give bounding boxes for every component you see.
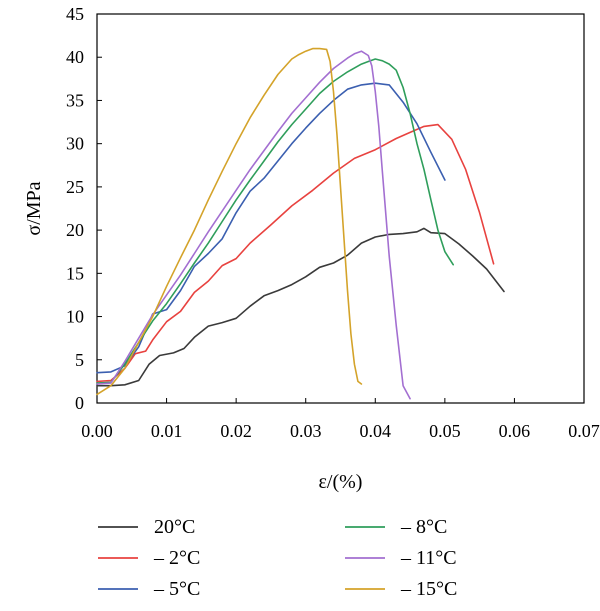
y-tick-label: 20 (66, 220, 84, 240)
series-line-3 (96, 58, 454, 384)
y-tick-label: 45 (66, 4, 84, 24)
series-line-1 (96, 123, 495, 383)
y-axis-label: σ/MPa (23, 181, 45, 235)
y-axis-ticks: 0 5 10 15 20 25 30 35 40 45 (66, 4, 102, 413)
legend-label: – 2°C (153, 547, 200, 569)
legend-label: – 5°C (153, 578, 200, 600)
y-tick-label: 35 (66, 90, 84, 110)
y-tick-label: 40 (66, 47, 84, 67)
series-line-4 (96, 50, 411, 400)
legend-label: – 11°C (400, 547, 457, 569)
plot-border (96, 13, 585, 404)
y-tick-label: 10 (66, 307, 84, 327)
x-tick-label: 0.05 (429, 421, 461, 441)
y-tick-label: 30 (66, 134, 84, 154)
series-line-0 (96, 227, 505, 387)
series-line-2 (96, 82, 446, 374)
legend-label: – 8°C (400, 516, 447, 538)
legend: 20°C – 2°C – 5°C – 8°C – 11°C – 15°C (98, 516, 457, 600)
x-tick-label: 0.02 (220, 421, 252, 441)
x-tick-label: 0.03 (290, 421, 322, 441)
x-axis-ticks: 0.00 0.01 0.02 0.03 0.04 0.05 0.06 0.07 (81, 398, 600, 441)
legend-label: – 15°C (400, 578, 457, 600)
y-tick-label: 5 (75, 350, 84, 370)
x-tick-label: 0.07 (568, 421, 600, 441)
legend-label: 20°C (154, 516, 195, 538)
x-tick-label: 0.00 (81, 421, 113, 441)
series-layer (96, 47, 505, 400)
x-tick-label: 0.04 (360, 421, 392, 441)
y-tick-label: 25 (66, 177, 84, 197)
y-tick-label: 15 (66, 263, 84, 283)
plot-frame (96, 13, 585, 404)
x-tick-label: 0.01 (151, 421, 183, 441)
y-tick-label: 0 (75, 393, 84, 413)
x-tick-label: 0.06 (499, 421, 531, 441)
x-axis-label: ε/(%) (319, 471, 363, 493)
series-line-5 (96, 47, 363, 396)
